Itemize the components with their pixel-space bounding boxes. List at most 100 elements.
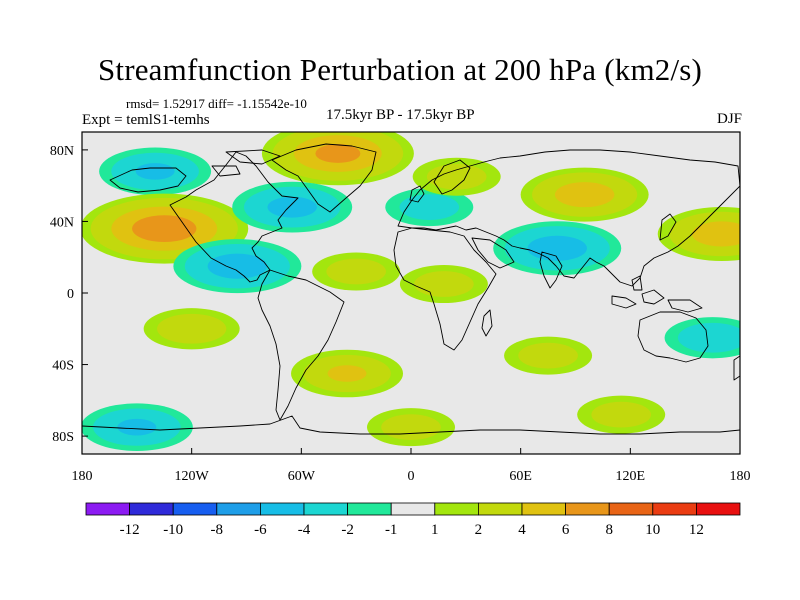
colorbar-swatch <box>608 502 654 516</box>
season-label: DJF <box>716 111 742 127</box>
anomaly-9 <box>312 252 401 291</box>
anomaly-10 <box>399 265 488 304</box>
anomaly-12-level <box>157 313 227 344</box>
colorbar-swatch <box>347 502 392 516</box>
anomaly-fields <box>82 132 740 451</box>
experiment-label: Expt = temlS1-temhs <box>82 112 210 128</box>
anomaly-18 <box>577 395 666 434</box>
anomaly-0-level <box>315 144 361 163</box>
coastlines <box>82 143 740 435</box>
coast-maritime-continent <box>611 275 703 313</box>
anomaly-16-level <box>117 418 157 436</box>
anomaly-14 <box>504 336 593 375</box>
coast-eurasia <box>397 149 740 287</box>
anomaly-2-level <box>132 215 197 242</box>
y-tick-label: 0 <box>67 287 74 302</box>
colorbar-label: -2 <box>341 522 354 538</box>
coast-australia <box>637 311 709 363</box>
colorbar-label: 12 <box>689 522 704 538</box>
x-tick-label: 120W <box>175 469 210 484</box>
anomaly-9-level <box>326 258 386 285</box>
anomaly-3-level <box>207 253 268 279</box>
anomaly-12 <box>143 308 240 350</box>
colorbar-swatch <box>216 502 261 516</box>
coast-india <box>539 251 563 289</box>
colorbar-label: -4 <box>298 522 311 538</box>
anomaly-0 <box>261 132 414 186</box>
coast-british-isles <box>409 185 425 203</box>
stats-text: rmsd= 1.52917 diff= -1.15542e-10 <box>126 96 307 112</box>
colorbar-swatch <box>434 502 479 516</box>
y-tick-label: 40S <box>52 359 74 374</box>
x-tick-label: 60W <box>288 469 316 484</box>
colorbar-label: 6 <box>562 522 570 538</box>
anomaly-1-level <box>135 163 175 180</box>
anomaly-15 <box>664 317 740 359</box>
colorbar-swatch <box>565 502 610 516</box>
rmsd-label: rmsd= <box>126 96 160 111</box>
page-title: Streamfunction Perturbation at 200 hPa (… <box>97 52 703 87</box>
colorbar-swatch <box>129 502 174 516</box>
colorbar-label: 4 <box>518 522 526 538</box>
x-tick-label: 120E <box>616 469 646 484</box>
anomaly-7-level <box>554 182 615 208</box>
y-tick-label: 40N <box>50 215 74 230</box>
coast-south-america <box>257 269 345 421</box>
colorbar-label: 1 <box>431 522 439 538</box>
colorbar-swatch <box>259 502 305 516</box>
x-tick-label: 0 <box>408 469 415 484</box>
anomaly-14-level <box>518 342 578 369</box>
diff-label: diff= <box>208 96 234 111</box>
anomaly-11 <box>657 206 740 261</box>
anomaly-5-level <box>399 194 460 221</box>
colorbar-label: -6 <box>254 522 267 538</box>
colorbar-label: 2 <box>475 522 483 538</box>
coast-antarctica <box>82 415 740 435</box>
coast-new-zealand <box>733 355 740 381</box>
anomaly-10-level <box>414 271 474 297</box>
anomaly-11-level <box>692 221 740 247</box>
coast-greenland <box>271 143 377 213</box>
colorbar-swatch <box>696 502 741 516</box>
colorbar-swatch <box>172 502 218 516</box>
coast-madagascar <box>481 309 493 337</box>
coast-alaska <box>109 167 187 193</box>
coast-africa <box>393 227 497 351</box>
anomaly-18-level <box>591 401 652 428</box>
anomaly-4-level <box>267 196 317 218</box>
anomaly-6 <box>412 157 501 196</box>
y-axis: 80N 40N 0 40S 80S <box>50 144 88 445</box>
coast-scandinavia <box>433 159 471 195</box>
anomaly-8 <box>493 221 622 276</box>
anomaly-3 <box>173 239 302 294</box>
colorbar-label: -10 <box>163 522 183 538</box>
x-axis: 180 120W 60W 0 60E 120E 180 <box>72 448 751 484</box>
colorbar-label: -1 <box>385 522 398 538</box>
colorbar-label: -8 <box>211 522 224 538</box>
diff-value: -1.15542e-10 <box>237 96 307 111</box>
period-label: 17.5kyr BP - 17.5kyr BP <box>326 107 475 123</box>
anomaly-17 <box>367 408 455 447</box>
x-tick-label: 60E <box>509 469 532 484</box>
anomaly-4 <box>232 181 353 233</box>
coast-japan <box>659 213 677 241</box>
anomaly-15-level <box>677 322 740 353</box>
rmsd-value: 1.52917 <box>162 96 205 111</box>
x-tick-label: 180 <box>72 469 93 484</box>
colorbar: -12 -10 -8 -6 -4 -2 -1 1 2 4 6 8 10 12 <box>85 502 741 538</box>
colorbar-swatch <box>85 502 130 516</box>
y-tick-label: 80N <box>50 144 74 159</box>
anomaly-1 <box>99 147 212 196</box>
colorbar-swatch <box>652 502 697 516</box>
colorbar-label: 10 <box>645 522 660 538</box>
anomaly-7 <box>520 167 649 222</box>
colorbar-swatch <box>390 502 436 516</box>
anomaly-13-level <box>327 365 367 382</box>
colorbar-swatch <box>303 502 348 516</box>
x-tick-label: 180 <box>730 469 751 484</box>
anomaly-8-level <box>527 235 587 261</box>
y-tick-label: 80S <box>52 430 74 445</box>
anomaly-16 <box>82 403 193 451</box>
colorbar-label: -12 <box>120 522 140 538</box>
anomaly-13 <box>291 349 404 398</box>
